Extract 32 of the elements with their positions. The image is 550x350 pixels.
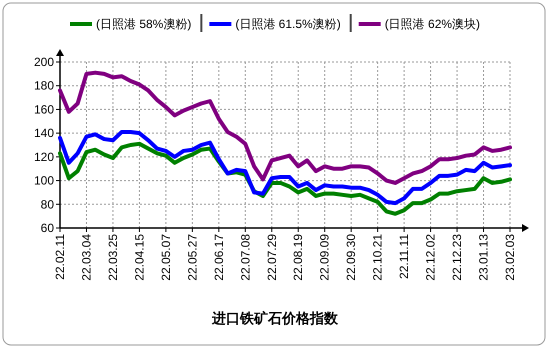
line-series: [58, 70, 512, 185]
x-tick-label: 22.08.19: [291, 234, 306, 281]
x-tick-label: 23.01.13: [476, 234, 491, 281]
x-tick-label: 22.10.21: [370, 234, 385, 281]
x-tick-label: 22.05.27: [185, 234, 200, 281]
x-tick-label: 22.09.09: [318, 234, 332, 281]
y-tick-label: 100: [34, 174, 54, 188]
x-tick-label: 22.03.25: [106, 234, 120, 281]
y-tick-label: 180: [34, 78, 54, 93]
x-tick-label: 22.02.11: [53, 234, 67, 280]
x-tick-label: 22.07.08: [238, 234, 252, 281]
y-tick-label: 160: [34, 102, 54, 116]
x-tick-label: 22.09.30: [344, 234, 358, 281]
x-tick-label: 22.06.17: [212, 234, 226, 281]
y-tick-label: 80: [40, 197, 54, 212]
x-tick-label: 22.12.23: [450, 234, 464, 281]
y-tick-label: 120: [34, 150, 54, 164]
y-tick-label: 60: [40, 221, 54, 235]
x-tick-label: 22.07.29: [264, 234, 279, 281]
x-tick-label: 22.12.02: [424, 234, 438, 281]
text: 进口铁矿石价格指数: [211, 310, 339, 326]
line-series: [58, 130, 512, 206]
y-tick-label: 140: [34, 126, 54, 140]
x-tick-label: 22.04.15: [132, 234, 146, 281]
x-tick-label: 22.11.11: [397, 234, 412, 279]
legend-label: (日照港 62%澳块): [384, 17, 480, 31]
x-tick-label: 22.03.04: [79, 234, 94, 281]
x-tick-label: 23.02.03: [503, 234, 517, 281]
legend-label: (日照港 61.5%澳粉): [235, 17, 341, 31]
y-tick-label: 200: [34, 55, 54, 69]
x-tick-label: 22.05.07: [158, 234, 173, 281]
legend-label: (日照港 58%澳粉): [96, 17, 192, 31]
